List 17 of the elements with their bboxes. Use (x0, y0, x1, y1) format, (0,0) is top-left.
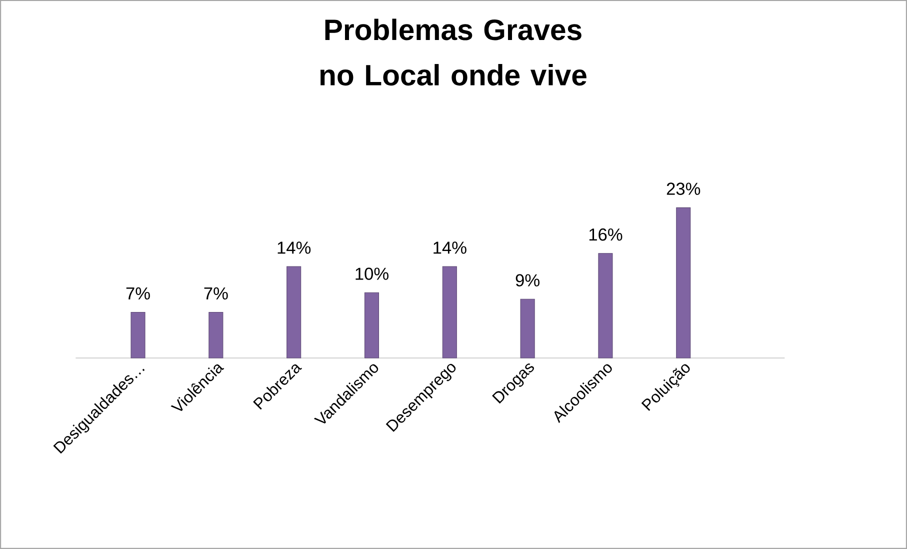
data-label: 7% (204, 287, 228, 300)
bar (130, 312, 146, 358)
bar (598, 253, 613, 358)
bar (208, 312, 224, 358)
bar (286, 266, 302, 358)
data-label: 7% (126, 287, 150, 300)
data-label: 16% (589, 228, 622, 241)
data-label: 23% (666, 182, 700, 195)
bar (442, 266, 457, 358)
data-label: 9% (516, 274, 540, 286)
bar (520, 298, 535, 358)
data-label: 14% (434, 242, 466, 254)
bar (676, 207, 691, 358)
bar (364, 292, 380, 358)
data-label: 10% (356, 268, 388, 280)
data-label: 14% (278, 242, 311, 254)
chart-title: Problemas Graves no Local onde vive (320, 18, 586, 86)
